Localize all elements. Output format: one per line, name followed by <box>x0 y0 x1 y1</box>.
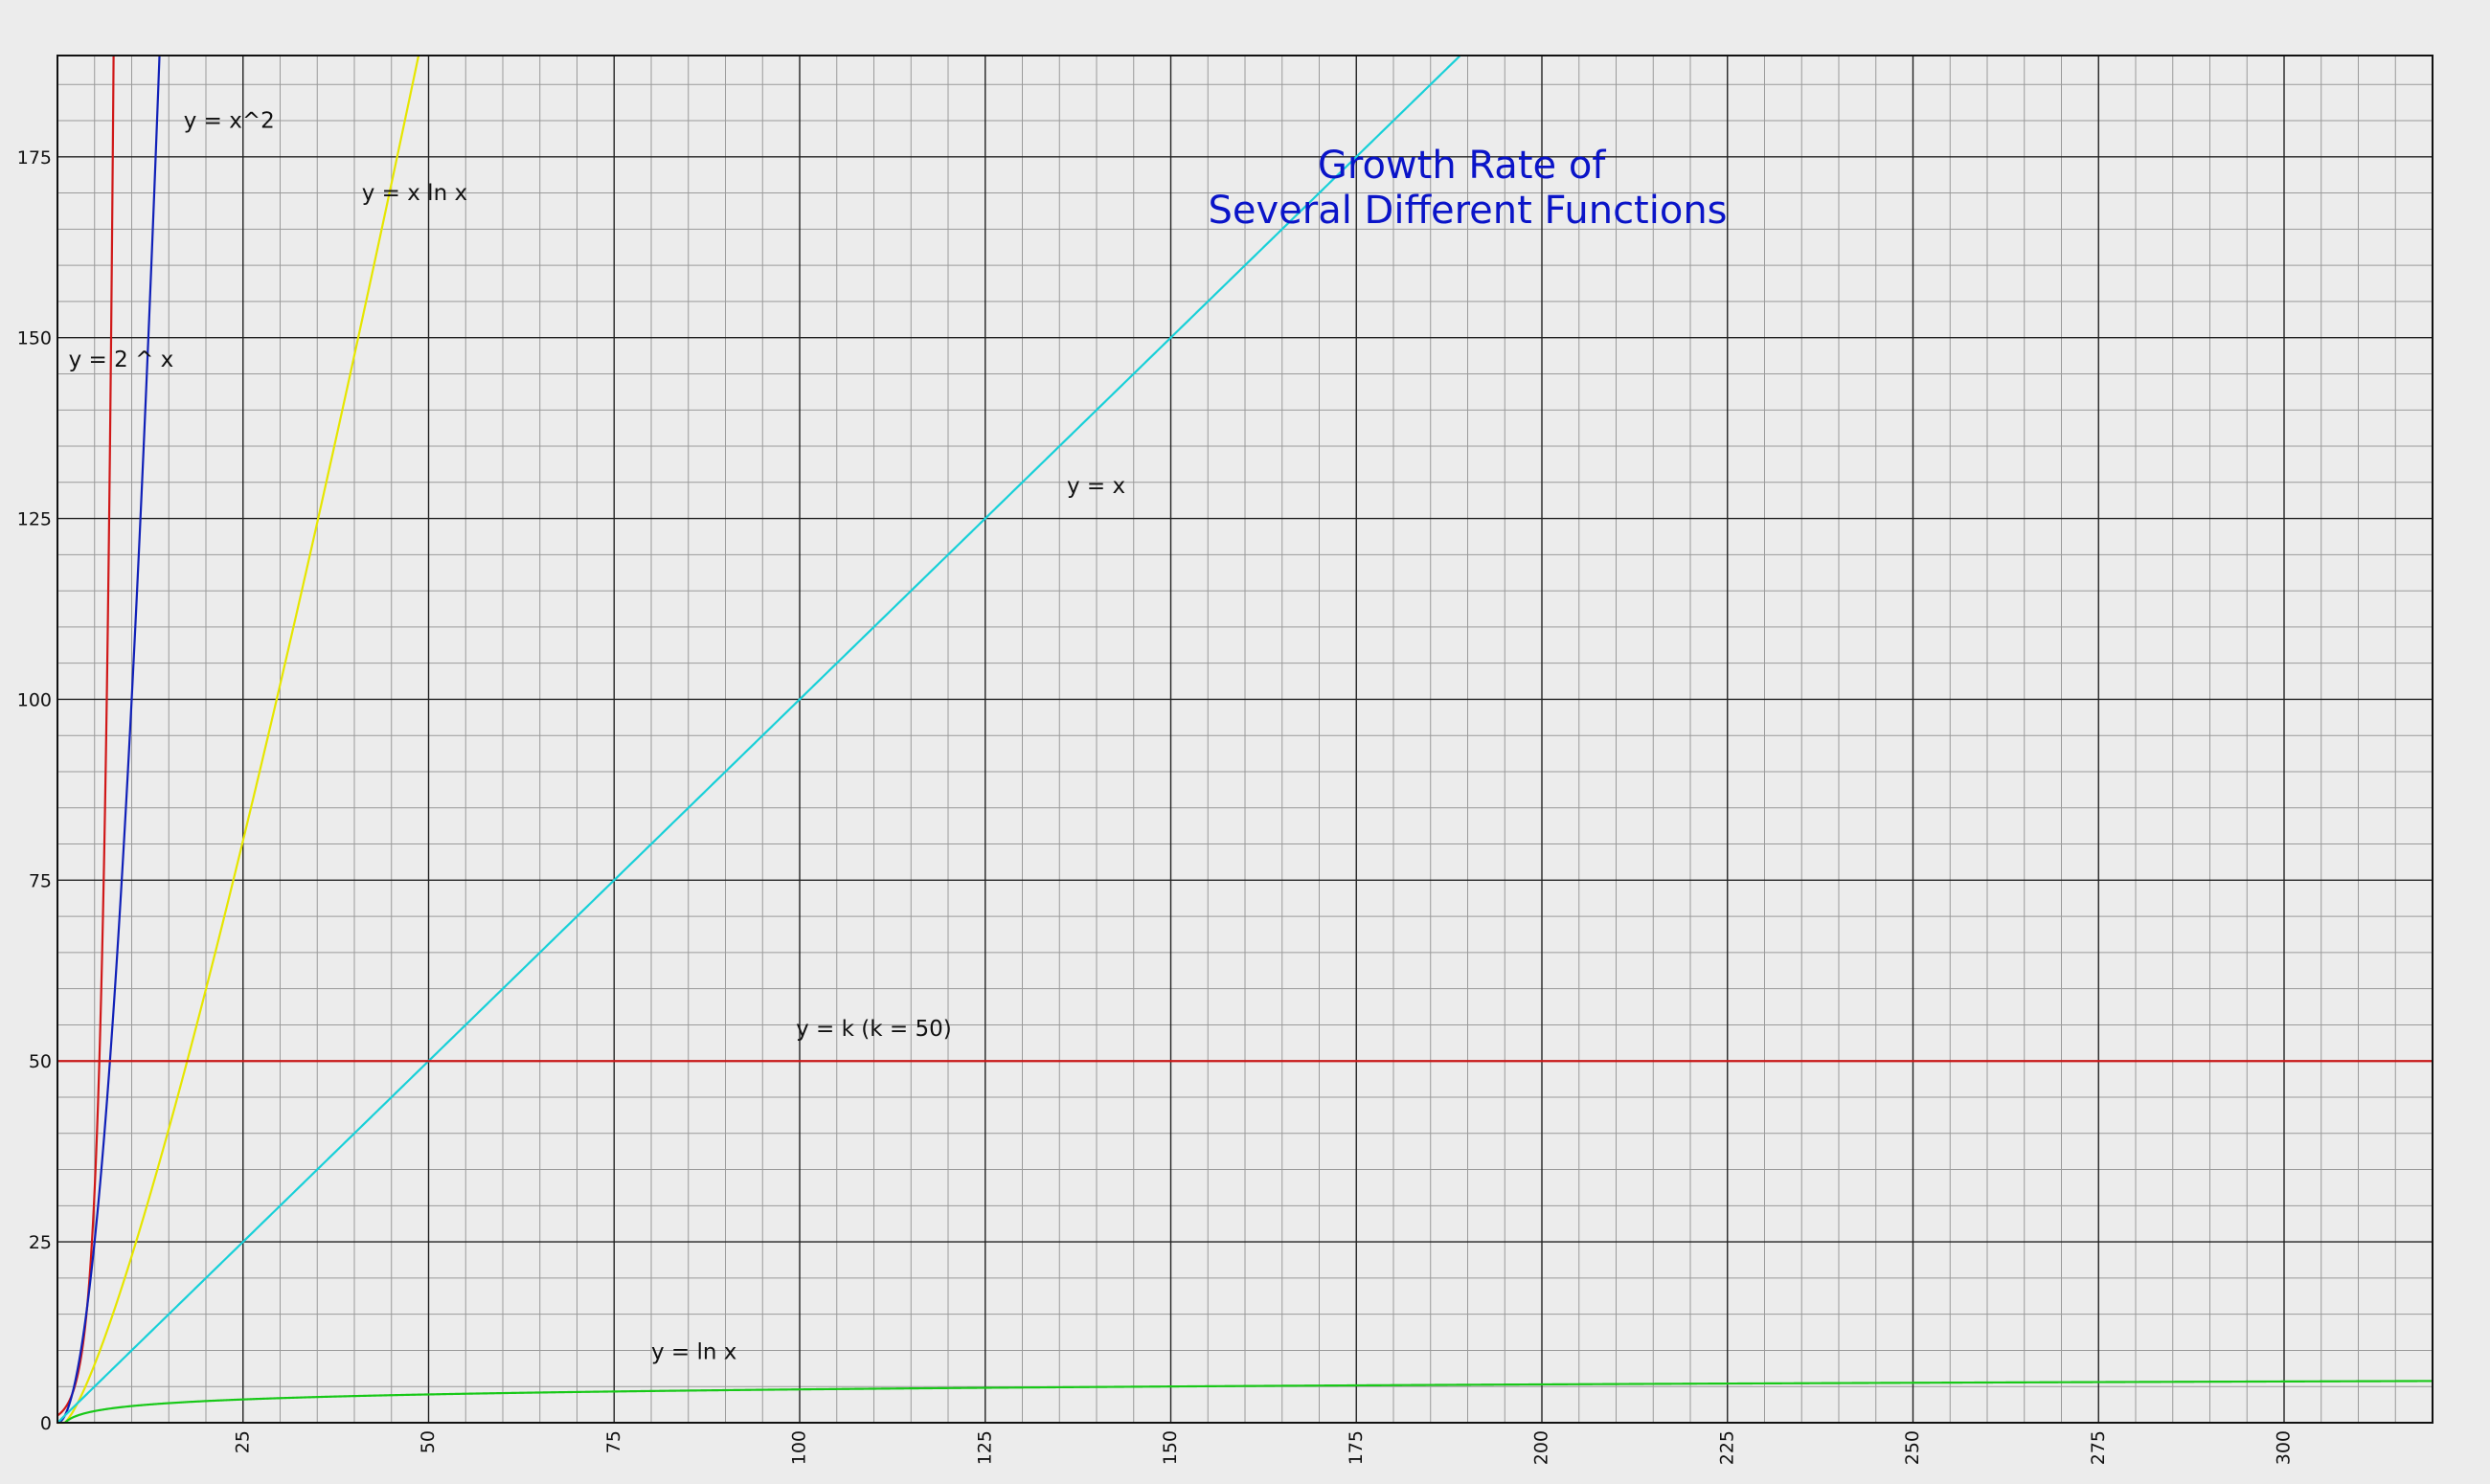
y-tick-label: 150 <box>17 328 52 349</box>
curve-label-square: y = x^2 <box>184 109 275 134</box>
curve-xlnx <box>57 55 420 1425</box>
x-tick-label: 50 <box>418 1430 439 1453</box>
curve-label-pow2: y = 2 ^ x <box>69 348 174 372</box>
x-tick-label: 250 <box>1902 1430 1923 1465</box>
y-tick-label: 50 <box>29 1051 52 1072</box>
x-tick-label: 300 <box>2274 1430 2295 1465</box>
x-tick-label: 75 <box>603 1430 624 1453</box>
y-tick-label: 0 <box>40 1413 52 1434</box>
function-curves <box>57 55 2433 1425</box>
x-tick-label: 25 <box>232 1430 253 1453</box>
curve-labels: y = 2 ^ x y = x^2 y = x ln x y = x y = k (k … <box>69 109 1126 1365</box>
y-tick-label: 75 <box>29 870 52 891</box>
x-tick-label: 150 <box>1160 1430 1181 1465</box>
x-tick-label: 125 <box>974 1430 995 1465</box>
curve-ln <box>64 1380 2433 1424</box>
curve-label-identity: y = x <box>1067 474 1125 499</box>
curve-label-ln: y = ln x <box>651 1340 736 1365</box>
chart-title-line-1: Growth Rate of <box>1318 144 1606 188</box>
chart-title-line-2: Several Different Functions <box>1208 189 1727 233</box>
curve-label-constant: y = k (k = 50) <box>796 1017 952 1042</box>
curve-square <box>57 55 161 1425</box>
chart-title: Growth Rate of Several Different Functio… <box>1208 144 1727 233</box>
curve-label-xlnx: y = x ln x <box>362 181 467 206</box>
x-tick-label: 275 <box>2088 1430 2109 1465</box>
x-tick-label: 225 <box>1716 1430 1737 1465</box>
y-tick-label: 175 <box>17 147 52 169</box>
minor-grid <box>57 56 2433 1423</box>
y-tick-label: 100 <box>17 689 52 710</box>
x-tick-label: 200 <box>1531 1430 1552 1465</box>
y-tick-label: 25 <box>29 1232 52 1253</box>
x-axis-ticks: 25 50 75 100 125 150 175 200 225 250 275 300 <box>232 1430 2294 1465</box>
curve-identity <box>57 55 1461 1424</box>
plot-frame <box>57 55 2433 1424</box>
x-tick-label: 100 <box>789 1430 810 1465</box>
x-tick-label: 175 <box>1346 1430 1367 1465</box>
y-axis-ticks: 0 25 50 75 100 125 150 175 <box>17 147 52 1434</box>
y-tick-label: 125 <box>17 509 52 530</box>
